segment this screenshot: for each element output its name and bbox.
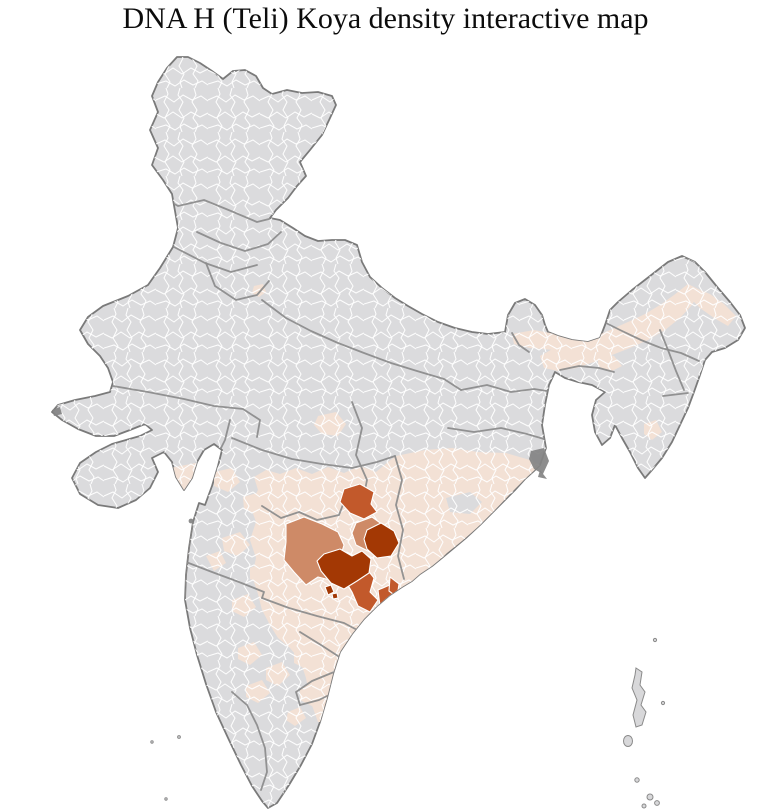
density-regions-high bbox=[283, 483, 400, 613]
region-koya-speck-1[interactable] bbox=[324, 584, 335, 596]
andaman-nicobar-islands bbox=[623, 637, 666, 809]
region-koya-speck-2[interactable] bbox=[331, 592, 339, 600]
page-title: DNA H (Teli) Koya density interactive ma… bbox=[122, 2, 649, 35]
region-bastar-north-district[interactable] bbox=[339, 483, 378, 520]
region-koya-core-central[interactable] bbox=[316, 548, 372, 590]
dense-district-patches bbox=[52, 407, 549, 524]
lakshadweep-islands bbox=[150, 735, 181, 801]
region-koya-core-east[interactable] bbox=[363, 522, 400, 559]
